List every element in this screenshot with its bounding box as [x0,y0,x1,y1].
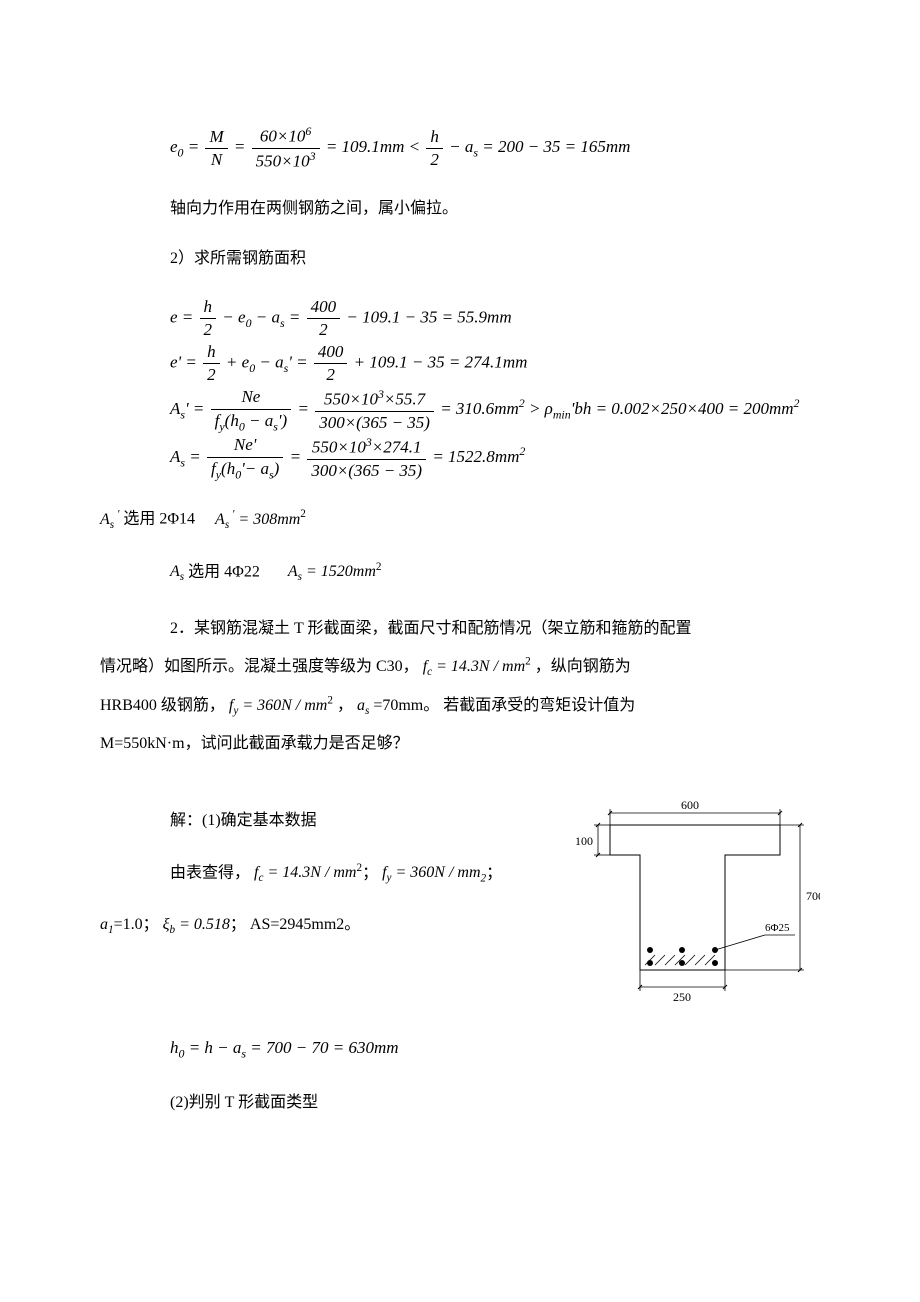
equation-e0: e0 = MN = 60×106550×103 = 109.1mm < h2 −… [170,124,820,173]
para-axial-force: 轴向力作用在两侧钢筋之间，属小偏拉。 [170,195,820,224]
dim-100: 100 [575,834,593,848]
equation-e-prime: e' = h2 + e0 − as' = 4002 + 109.1 − 35 =… [170,341,820,386]
equation-h0: h0 = h − as = 700 − 70 = 630mm [170,1029,820,1067]
solution-with-diagram: 解：(1)确定基本数据 由表查得， fc = 14.3N / mm2； fy =… [100,785,820,1015]
equation-As-prime: As' = Nefy(h0 − as') = 550×103×55.7300×(… [170,386,820,434]
equation-block-2: e = h2 − e0 − as = 4002 − 109.1 − 35 = 5… [170,296,820,482]
rebar-label: 6Φ25 [765,922,790,934]
dim-600: 600 [681,798,699,812]
dim-250: 250 [673,990,691,1004]
solution-step1-head: 解：(1)确定基本数据 [170,807,550,836]
equation-As: As = Ne'fy(h0'− as) = 550×103×274.1300×(… [170,434,820,482]
equation-e: e = h2 − e0 − as = 4002 − 109.1 − 35 = 5… [170,296,820,341]
lookup-line2: a1=1.0； ξb = 0.518； AS=2945mm2。 [100,911,550,940]
solution-step2-head: (2)判别 T 形截面类型 [170,1089,820,1118]
lookup-line1: 由表查得， fc = 14.3N / mm2； fy = 360N / mm2； [170,858,550,889]
t-section-diagram: 600 100 700 25 [570,795,820,1015]
selection-As-prime: As ' 选用 2Φ14 As ' = 308mm2 [100,504,820,535]
page-content: e0 = MN = 60×106550×103 = 109.1mm < h2 −… [0,0,920,1220]
problem2-text: 2．某钢筋混凝土 T 形截面梁，截面尺寸和配筋情况（架立筋和箍筋的配置 情况略）… [170,610,820,764]
selection-As: As 选用 4Φ22 As = 1520mm2 [170,557,820,588]
dim-700: 700 [806,889,820,903]
para-step2-heading: 2）求所需钢筋面积 [170,245,820,274]
